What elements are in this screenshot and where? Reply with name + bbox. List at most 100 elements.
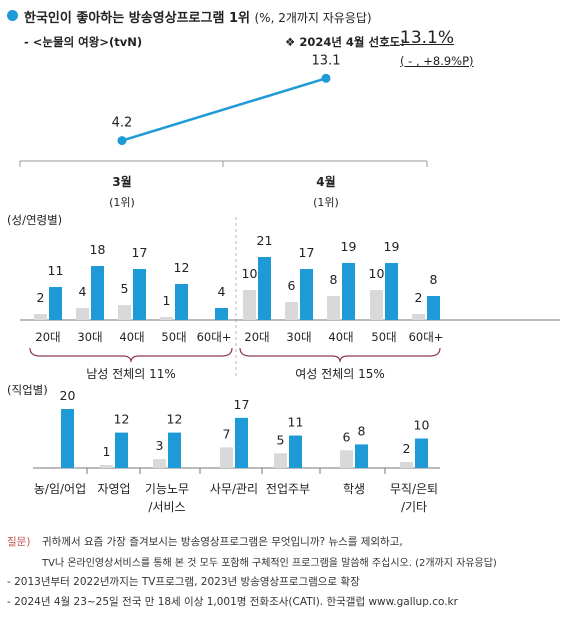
- bar-gray-label: 7: [223, 426, 231, 441]
- age-gender-bar-chart: (성/연령별)21120대41830대51740대11250대460대+1021…: [7, 213, 560, 381]
- age-tick-label: 40대: [328, 330, 353, 344]
- age-tick-label: 60대+: [409, 330, 444, 344]
- bar-blue-label: 20: [60, 388, 76, 403]
- female-group-label: 여성 전체의 15%: [295, 367, 385, 381]
- bar-blue: [289, 435, 302, 468]
- age-tick-label: 60대+: [197, 330, 232, 344]
- section-label-age-gender: (성/연령별): [7, 213, 62, 227]
- age-tick-label: 50대: [161, 330, 186, 344]
- bar-blue: [258, 257, 271, 320]
- bar-blue: [342, 263, 355, 320]
- occupation-tick-label: 자영업: [97, 482, 130, 496]
- bar-blue: [427, 296, 440, 320]
- bar-gray-label: 8: [330, 272, 338, 287]
- line-point: [321, 73, 331, 83]
- occupation-tick-label: 무직/은퇴: [390, 482, 438, 496]
- question-label: 질문): [7, 536, 31, 548]
- bar-gray: [327, 296, 340, 320]
- bar-gray-label: 2: [37, 290, 45, 305]
- line-x-tick-sublabel: (1위): [313, 196, 339, 209]
- bar-blue: [235, 417, 248, 468]
- age-tick-label: 30대: [77, 330, 102, 344]
- bar-gray-label: 1: [103, 444, 111, 459]
- bar-gray-label: 2: [403, 441, 411, 456]
- bar-blue-label: 12: [114, 412, 130, 427]
- bar-gray-label: 6: [288, 278, 296, 293]
- footnote-2: - 2024년 4월 23~25일 전국 만 18세 이상 1,001명 전화조…: [7, 596, 458, 608]
- occupation-tick-label: 농/임/어업: [34, 482, 86, 496]
- bar-blue-label: 11: [48, 263, 64, 278]
- occupation-tick-label: 학생: [343, 482, 365, 496]
- bar-blue: [175, 284, 188, 320]
- bar-gray: [340, 450, 353, 468]
- bar-gray: [412, 314, 425, 320]
- chart-title-text: 한국인이 좋아하는 방송영상프로그램 1위: [24, 11, 250, 26]
- bar-blue: [415, 438, 428, 468]
- line-point: [117, 136, 127, 146]
- bar-blue: [215, 308, 228, 320]
- age-tick-label: 20대: [35, 330, 60, 344]
- bar-gray-label: 5: [277, 432, 285, 447]
- title-bullet-icon: [7, 10, 18, 21]
- chart-title-note: (%, 2개까지 자유응답): [254, 11, 372, 25]
- bar-gray-label: 2: [415, 290, 423, 305]
- bar-blue-label: 17: [299, 245, 315, 260]
- bar-gray: [285, 302, 298, 320]
- age-tick-label: 20대: [244, 330, 269, 344]
- occupation-tick-label: 사무/관리: [210, 482, 258, 496]
- bar-gray: [118, 305, 131, 320]
- bar-blue: [49, 287, 62, 320]
- bar-blue-label: 17: [234, 397, 250, 412]
- chart-title: 한국인이 좋아하는 방송영상프로그램 1위 (%, 2개까지 자유응답): [24, 7, 372, 26]
- bar-gray: [153, 459, 166, 468]
- line-series: [121, 77, 327, 142]
- bar-gray: [76, 308, 89, 320]
- bar-gray: [100, 465, 113, 468]
- line-point-label: 4.2: [112, 116, 133, 131]
- bar-blue: [300, 269, 313, 320]
- bar-gray: [34, 314, 47, 320]
- line-point-label: 13.1: [312, 53, 341, 68]
- section-label-occupation: (직업별): [7, 383, 48, 397]
- preference-change: ( - , +8.9%P): [400, 54, 474, 68]
- line-x-tick-sublabel: (1위): [109, 196, 135, 209]
- age-tick-label: 30대: [286, 330, 311, 344]
- preference-value: 13.1%: [400, 28, 455, 48]
- bar-gray: [400, 462, 413, 468]
- occupation-tick-label: /서비스: [148, 500, 185, 514]
- bar-gray: [370, 290, 383, 320]
- occupation-tick-label: 전업주부: [266, 482, 310, 496]
- bar-gray-label: 6: [343, 429, 351, 444]
- bar-blue: [385, 263, 398, 320]
- line-x-tick-label: 4월: [316, 174, 335, 189]
- male-group-brace: [29, 347, 233, 363]
- bar-blue: [91, 266, 104, 320]
- bar-blue-label: 21: [257, 233, 273, 248]
- question-line-2: TV나 온라인영상서비스를 통해 본 것 모두 포함해 구체적인 프로그램을 말…: [42, 558, 497, 569]
- bar-gray-label: 4: [79, 284, 87, 299]
- bar-blue-label: 12: [174, 260, 190, 275]
- line-x-tick-label: 3월: [112, 174, 131, 189]
- bar-gray: [160, 317, 173, 320]
- bar-blue: [115, 432, 128, 468]
- bar-blue-label: 8: [358, 423, 366, 438]
- occupation-tick-label: /기타: [401, 500, 427, 514]
- question-line-1: 귀하께서 요즘 가장 즐겨보시는 방송영상프로그램은 무엇입니까? 뉴스를 제외…: [42, 536, 403, 548]
- male-group-label: 남성 전체의 11%: [86, 367, 176, 381]
- bar-blue-label: 19: [384, 239, 400, 254]
- bar-blue-label: 17: [132, 245, 148, 260]
- bar-blue-label: 8: [430, 272, 438, 287]
- bar-blue: [355, 444, 368, 468]
- bar-blue-label: 12: [167, 412, 183, 427]
- bar-gray-label: 5: [121, 281, 129, 296]
- bar-blue-label: 19: [341, 239, 357, 254]
- bar-gray: [220, 447, 233, 468]
- age-tick-label: 50대: [371, 330, 396, 344]
- bar-blue: [61, 409, 74, 468]
- bar-blue-label: 4: [218, 284, 226, 299]
- bar-gray: [243, 290, 256, 320]
- bar-gray-label: 10: [369, 266, 385, 281]
- bar-blue: [168, 432, 181, 468]
- preference-label: ❖ 2024년 4월 선호도:: [285, 35, 405, 49]
- line-chart: 4.2 3월 (1위) 13.1 4월 (1위): [19, 53, 428, 209]
